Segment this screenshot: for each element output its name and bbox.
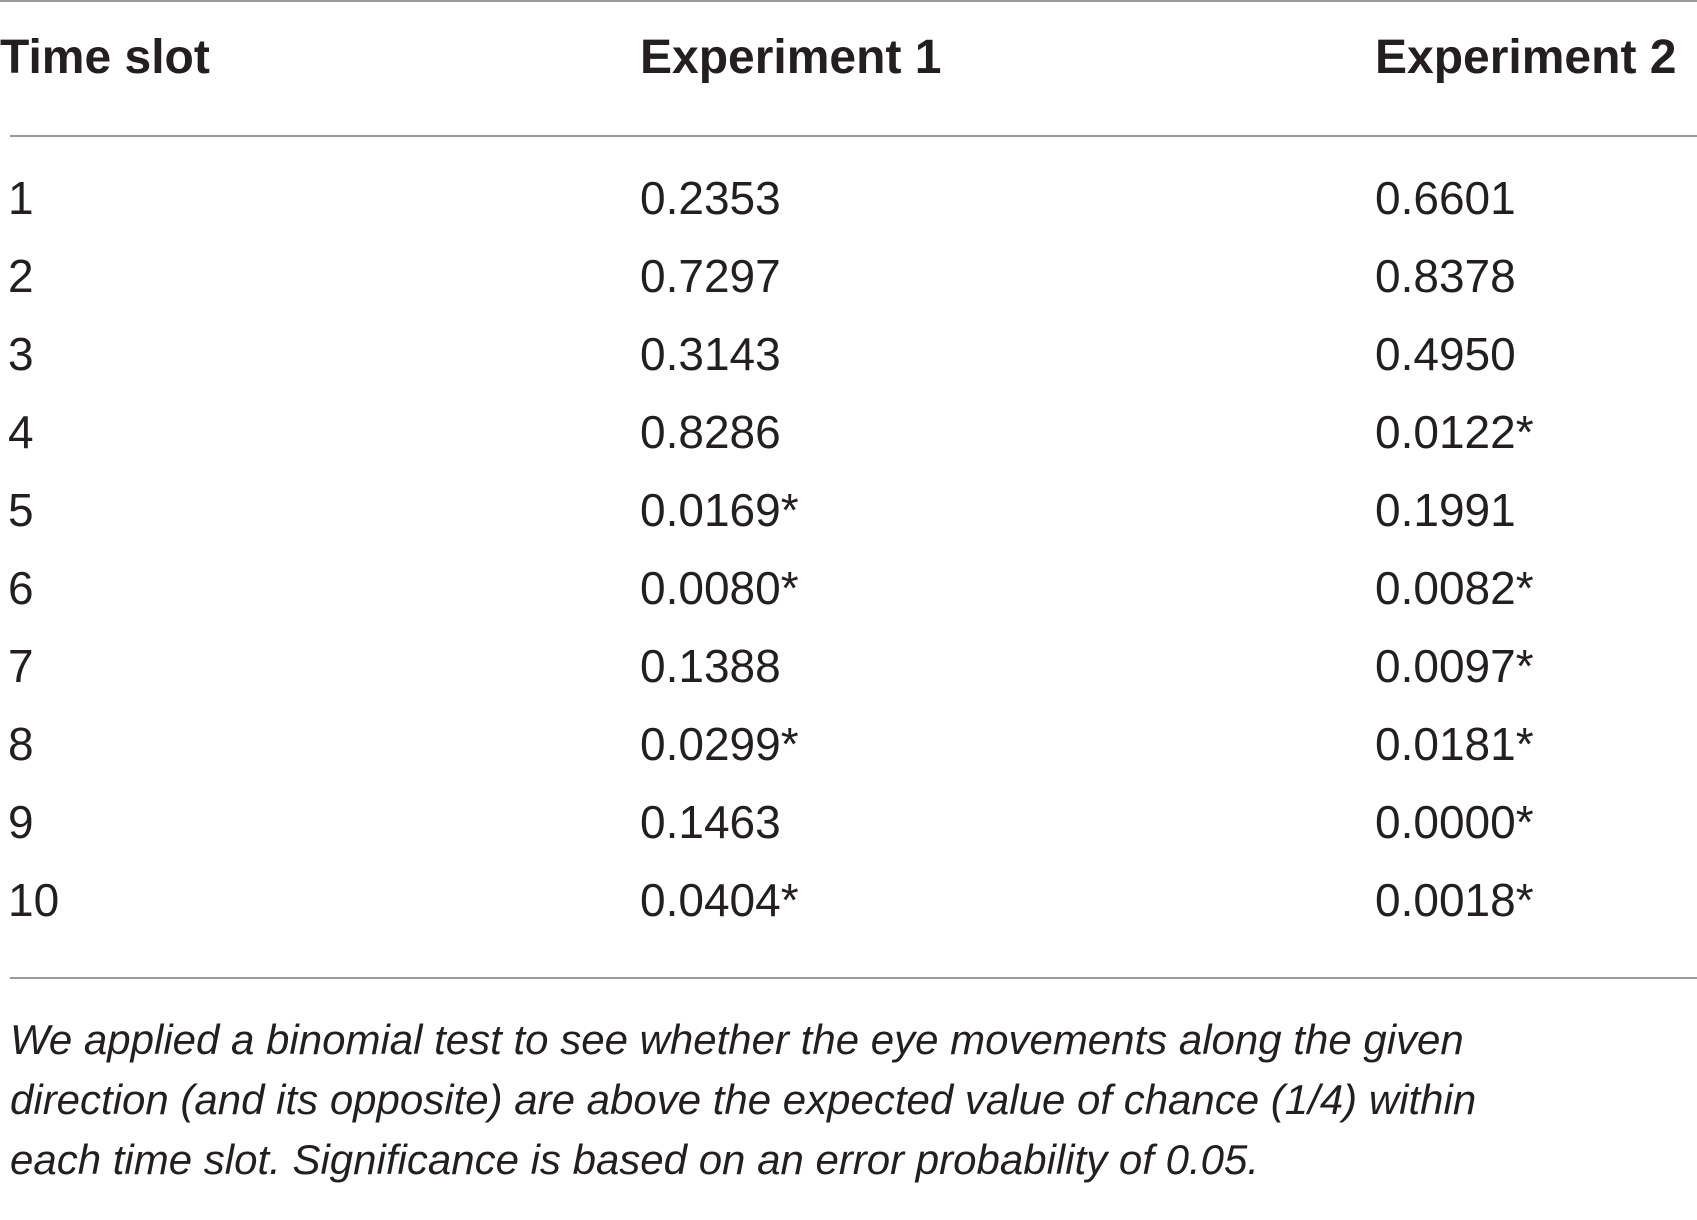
experiment-2-cell: 0.8378 — [1375, 250, 1516, 302]
time-slot-cell: 4 — [8, 406, 34, 458]
experiment-2-cell: 0.1991 — [1375, 484, 1516, 536]
time-slot-cell: 3 — [8, 328, 34, 380]
table-footnote: We applied a binomial test to see whethe… — [10, 1010, 1697, 1190]
table-row: 9 0.1463 0.0000* — [0, 792, 1697, 870]
experiment-2-cell: 0.0018* — [1375, 874, 1534, 926]
experiment-1-cell: 0.3143 — [640, 328, 781, 380]
experiment-2-cell: 0.0097* — [1375, 640, 1534, 692]
experiment-1-cell: 0.1463 — [640, 796, 781, 848]
time-slot-cell: 7 — [8, 640, 34, 692]
table-top-rule — [0, 0, 1697, 2]
table-row: 4 0.8286 0.0122* — [0, 402, 1697, 480]
time-slot-cell: 2 — [8, 250, 34, 302]
time-slot-cell: 1 — [8, 172, 34, 224]
table-header-rule — [10, 135, 1697, 137]
footnote-line: We applied a binomial test to see whethe… — [10, 1016, 1464, 1063]
table-row: 5 0.0169* 0.1991 — [0, 480, 1697, 558]
column-header-experiment-2: Experiment 2 — [1375, 31, 1677, 84]
experiment-2-cell: 0.0000* — [1375, 796, 1534, 848]
time-slot-cell: 9 — [8, 796, 34, 848]
footnote-line: direction (and its opposite) are above t… — [10, 1076, 1477, 1123]
experiment-2-cell: 0.0082* — [1375, 562, 1534, 614]
experiment-2-cell: 0.0181* — [1375, 718, 1534, 770]
column-header-time-slot: Time slot — [0, 31, 210, 84]
footnote-line: each time slot. Significance is based on… — [10, 1136, 1260, 1183]
experiment-1-cell: 0.0169* — [640, 484, 799, 536]
time-slot-cell: 5 — [8, 484, 34, 536]
table-row: 7 0.1388 0.0097* — [0, 636, 1697, 714]
time-slot-cell: 8 — [8, 718, 34, 770]
experiment-2-cell: 0.6601 — [1375, 172, 1516, 224]
table-row: 2 0.7297 0.8378 — [0, 246, 1697, 324]
experiment-1-cell: 0.8286 — [640, 406, 781, 458]
time-slot-cell: 6 — [8, 562, 34, 614]
experiment-1-cell: 0.0080* — [640, 562, 799, 614]
experiment-2-cell: 0.4950 — [1375, 328, 1516, 380]
table-header-row: Time slot Experiment 1 Experiment 2 — [0, 28, 1697, 98]
column-header-experiment-1: Experiment 1 — [640, 31, 942, 84]
experiment-1-cell: 0.2353 — [640, 172, 781, 224]
experiment-1-cell: 0.7297 — [640, 250, 781, 302]
experiment-2-cell: 0.0122* — [1375, 406, 1534, 458]
table-bottom-rule — [10, 977, 1697, 979]
table-row: 8 0.0299* 0.0181* — [0, 714, 1697, 792]
table-row: 3 0.3143 0.4950 — [0, 324, 1697, 402]
time-slot-cell: 10 — [8, 874, 60, 926]
experiment-1-cell: 0.0299* — [640, 718, 799, 770]
table-row: 10 0.0404* 0.0018* — [0, 870, 1697, 948]
experiment-1-cell: 0.0404* — [640, 874, 799, 926]
table-row: 6 0.0080* 0.0082* — [0, 558, 1697, 636]
table-row: 1 0.2353 0.6601 — [0, 168, 1697, 246]
experiment-1-cell: 0.1388 — [640, 640, 781, 692]
